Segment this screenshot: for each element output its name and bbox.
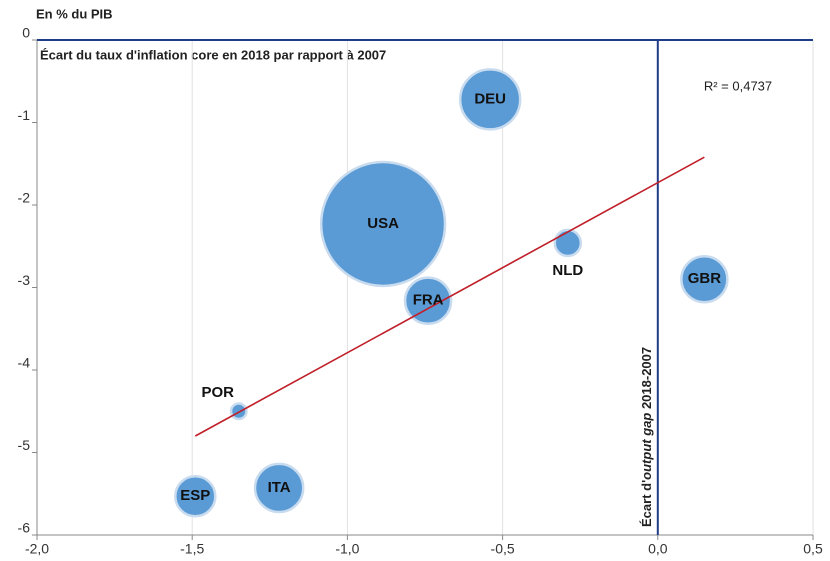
bubble [174,474,217,518]
bubble [680,254,729,304]
bubble [229,402,248,421]
r2-annotation: R² = 0,4737 [704,78,772,93]
bubble [403,276,453,325]
y-axis-label: En % du PIB [36,6,113,21]
y-tick-label: -4 [18,355,31,371]
y-tick-label: -5 [18,437,31,453]
x-tick-label: -0,5 [491,541,515,557]
bubble-label: POR [202,384,235,401]
bubble [458,68,522,131]
bubble [253,462,305,514]
bubble-label: NLD [552,262,583,279]
bubble-label: ITA [268,479,291,496]
x-tick-label: -1,5 [180,541,204,557]
y-tick-label: 0 [22,25,30,41]
reference-label-part: Écart d' [639,480,654,527]
bubble-label: USA [367,215,399,232]
y-tick-label: -3 [18,272,31,288]
x-tick-label: 0,0 [648,541,668,557]
bubble [319,160,447,288]
y-tick-label: -1 [18,107,31,123]
bubble [553,228,583,258]
y-tick-label: -2 [18,190,31,206]
chart-title: Écart du taux d'inflation core en 2018 p… [40,47,386,62]
reference-label-part: output gap [639,413,654,480]
reference-label-part: 2018-2007 [639,347,654,413]
bubble-label: ESP [180,487,210,504]
reference-label: Écart d'output gap 2018-2007 [639,347,654,527]
x-tick-label: 0,5 [803,541,823,557]
x-tick-label: -2,0 [25,541,49,557]
trend-line [194,156,705,437]
x-tick-label: -1,0 [335,541,359,557]
bubble-label: GBR [688,270,722,287]
y-tick-label: -6 [18,520,31,536]
bubble-label: DEU [474,90,506,107]
bubble-label: FRA [413,292,444,309]
